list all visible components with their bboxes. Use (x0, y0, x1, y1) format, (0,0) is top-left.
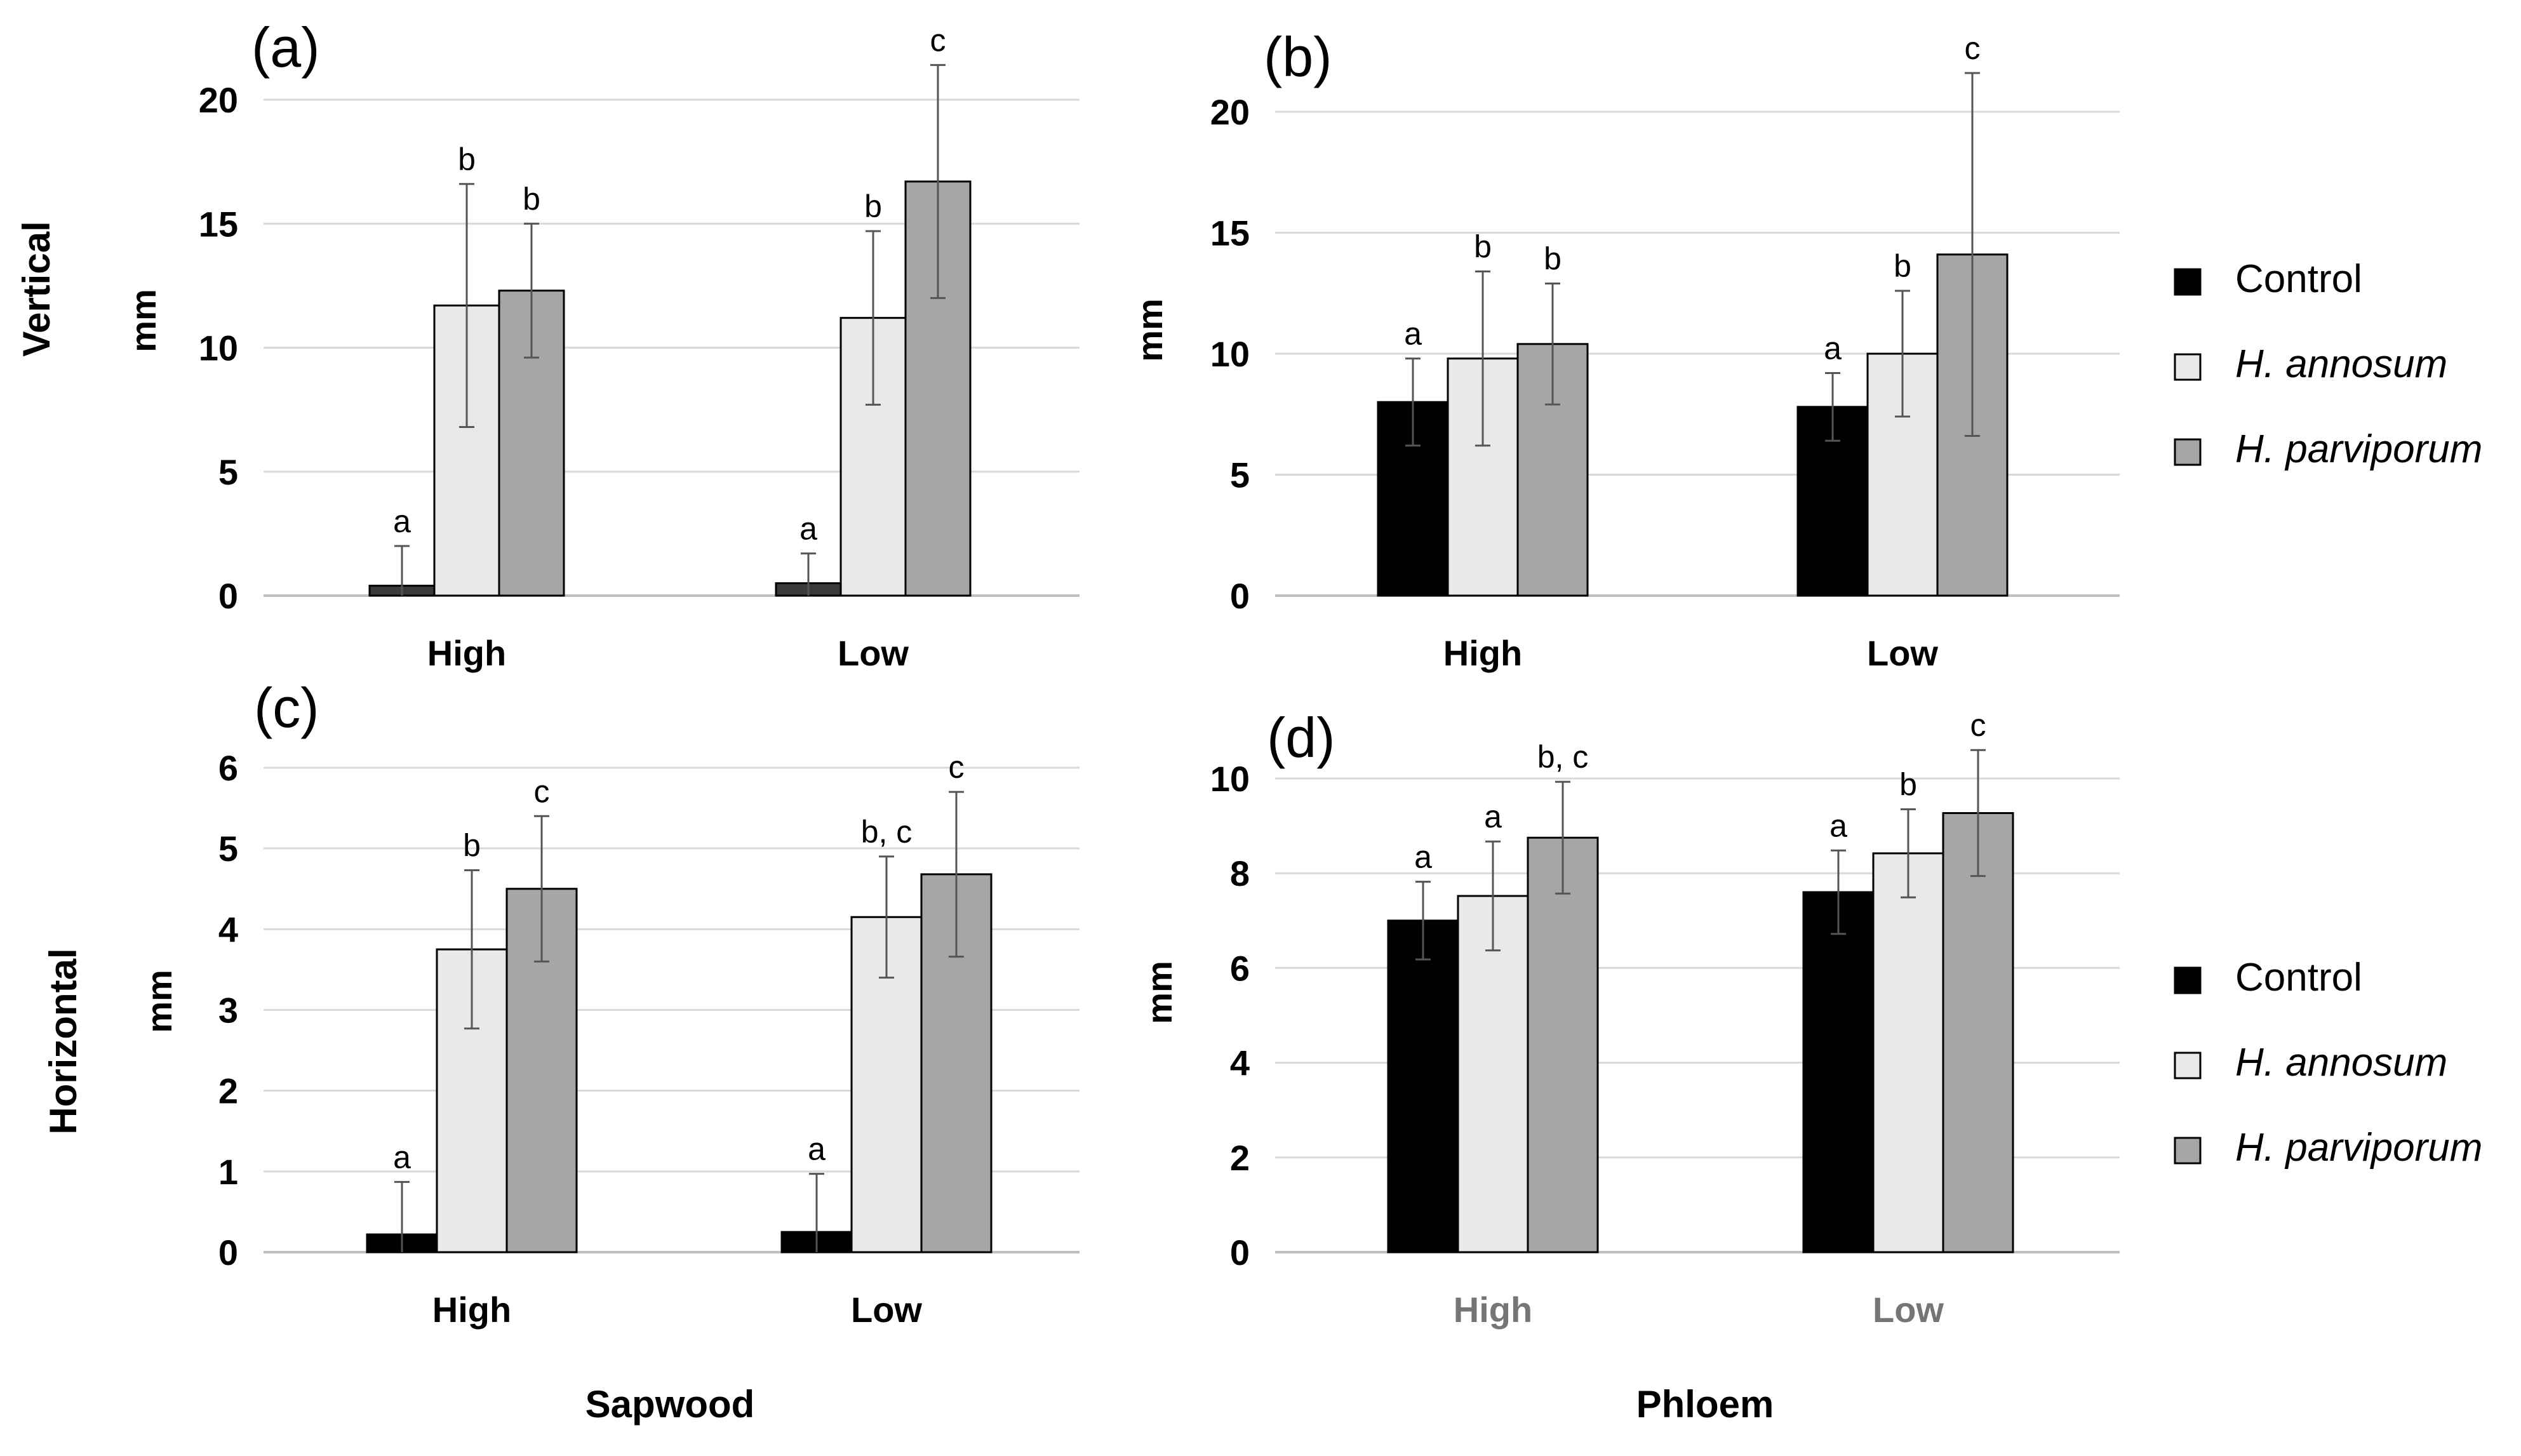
legend-label: Control (2235, 956, 2362, 999)
significance-letter: c (1965, 30, 1981, 66)
significance-letter: a (1824, 330, 1842, 366)
significance-letter: b (1899, 766, 1917, 802)
legend-swatch (2174, 353, 2202, 381)
significance-letter: c (1970, 707, 1986, 743)
significance-letter: a (1829, 808, 1847, 843)
y-tick-label: 0 (1230, 576, 1250, 616)
significance-letter: a (393, 504, 411, 539)
column-label-phloem: Phloem (1636, 1383, 1774, 1426)
y-tick-label: 1 (218, 1152, 238, 1192)
legend-label: H. annosum (2235, 1041, 2447, 1085)
category-label: High (427, 633, 506, 673)
y-tick-label: 20 (1210, 92, 1250, 132)
y-tick-label: 8 (1230, 853, 1250, 893)
legend-swatch (2174, 438, 2202, 466)
panel-2: (c) 0 1 2 3 4 5 6 mm High Low a a b b, c c c (139, 676, 1080, 1330)
bar (1942, 811, 2014, 1253)
legend-swatch (2174, 1137, 2202, 1165)
row-label-vertical: Vertical (15, 221, 58, 357)
significance-letter: a (1414, 839, 1432, 875)
y-tick-label: 5 (218, 829, 238, 869)
y-axis-label: mm (123, 289, 163, 352)
legend-swatch (2174, 966, 2202, 994)
legend-bottom: Control H. annosum H. parviporum (2174, 956, 2482, 1170)
category-label: Low (851, 1290, 922, 1330)
significance-letter: a (1404, 316, 1422, 352)
category-label: Low (838, 633, 909, 673)
bar (1802, 891, 1875, 1253)
y-axis-label: mm (1130, 298, 1170, 362)
panel-3: (d) 0 2 4 6 8 10 mm High Low a a a b b, c c (1139, 706, 2120, 1330)
y-tick-label: 15 (199, 204, 238, 244)
row-label-horizontal: Horizontal (42, 948, 84, 1134)
bar (1527, 836, 1599, 1253)
legend-label: H. parviporum (2235, 427, 2482, 471)
significance-letter: b (463, 828, 481, 864)
y-axis-label: mm (1139, 961, 1179, 1024)
panel-tag: (d) (1267, 706, 1335, 769)
y-tick-label: 6 (1230, 948, 1250, 988)
significance-letter: b, c (861, 814, 913, 850)
legend-swatch (2174, 268, 2202, 296)
y-tick-label: 4 (218, 909, 238, 949)
significance-letter: c (949, 749, 965, 785)
category-label: High (1443, 633, 1522, 673)
y-axis-label: mm (139, 970, 179, 1033)
significance-letter: c (534, 773, 550, 809)
column-label-sapwood: Sapwood (585, 1383, 755, 1426)
significance-letter: a (808, 1132, 826, 1167)
panel-0: (a) 0 5 10 15 20 mm High Low a a b b b c (123, 16, 1080, 673)
y-tick-label: 2 (1230, 1138, 1250, 1178)
significance-letter: b (864, 189, 882, 224)
y-tick-label: 10 (1210, 759, 1250, 799)
category-label: High (432, 1290, 511, 1330)
y-tick-label: 2 (218, 1071, 238, 1111)
significance-letter: b (523, 181, 540, 217)
y-tick-label: 15 (1210, 213, 1250, 253)
category-label: High (1454, 1290, 1532, 1330)
significance-letter: a (1484, 799, 1502, 834)
panel-tag: (b) (1264, 25, 1332, 88)
significance-letter: a (799, 511, 817, 547)
y-tick-label: 10 (1210, 334, 1250, 374)
significance-letter: b, c (1537, 739, 1589, 775)
y-tick-label: 5 (218, 452, 238, 492)
y-tick-label: 0 (1230, 1232, 1250, 1272)
legend-top: Control H. annosum H. parviporum (2174, 257, 2482, 471)
y-tick-label: 0 (218, 576, 238, 616)
legend-label: H. annosum (2235, 342, 2447, 386)
panel-tag: (c) (254, 676, 319, 739)
panel-1: (b) 0 5 10 15 20 mm High Low a a b b b c (1130, 25, 2120, 673)
bar (1387, 919, 1459, 1253)
significance-letter: a (393, 1139, 411, 1175)
y-tick-label: 10 (199, 328, 238, 368)
y-tick-label: 20 (199, 80, 238, 120)
significance-letter: c (930, 22, 946, 58)
y-tick-label: 4 (1230, 1043, 1250, 1083)
category-label: Low (1873, 1290, 1944, 1330)
significance-letter: b (1894, 248, 1911, 284)
legend-swatch (2174, 1052, 2202, 1079)
legend-label: H. parviporum (2235, 1126, 2482, 1170)
category-label: Low (1867, 633, 1938, 673)
legends: Control H. annosum H. parviporum Control H. … (2174, 257, 2482, 1170)
significance-letter: b (1544, 241, 1561, 277)
y-tick-label: 5 (1230, 455, 1250, 495)
significance-letter: b (458, 142, 476, 177)
significance-letter: b (1474, 229, 1492, 264)
y-tick-label: 0 (218, 1232, 238, 1272)
legend-label: Control (2235, 257, 2362, 301)
y-tick-label: 3 (218, 991, 238, 1031)
y-tick-label: 6 (218, 748, 238, 788)
panel-tag: (a) (251, 16, 320, 79)
bar (1872, 852, 1944, 1253)
